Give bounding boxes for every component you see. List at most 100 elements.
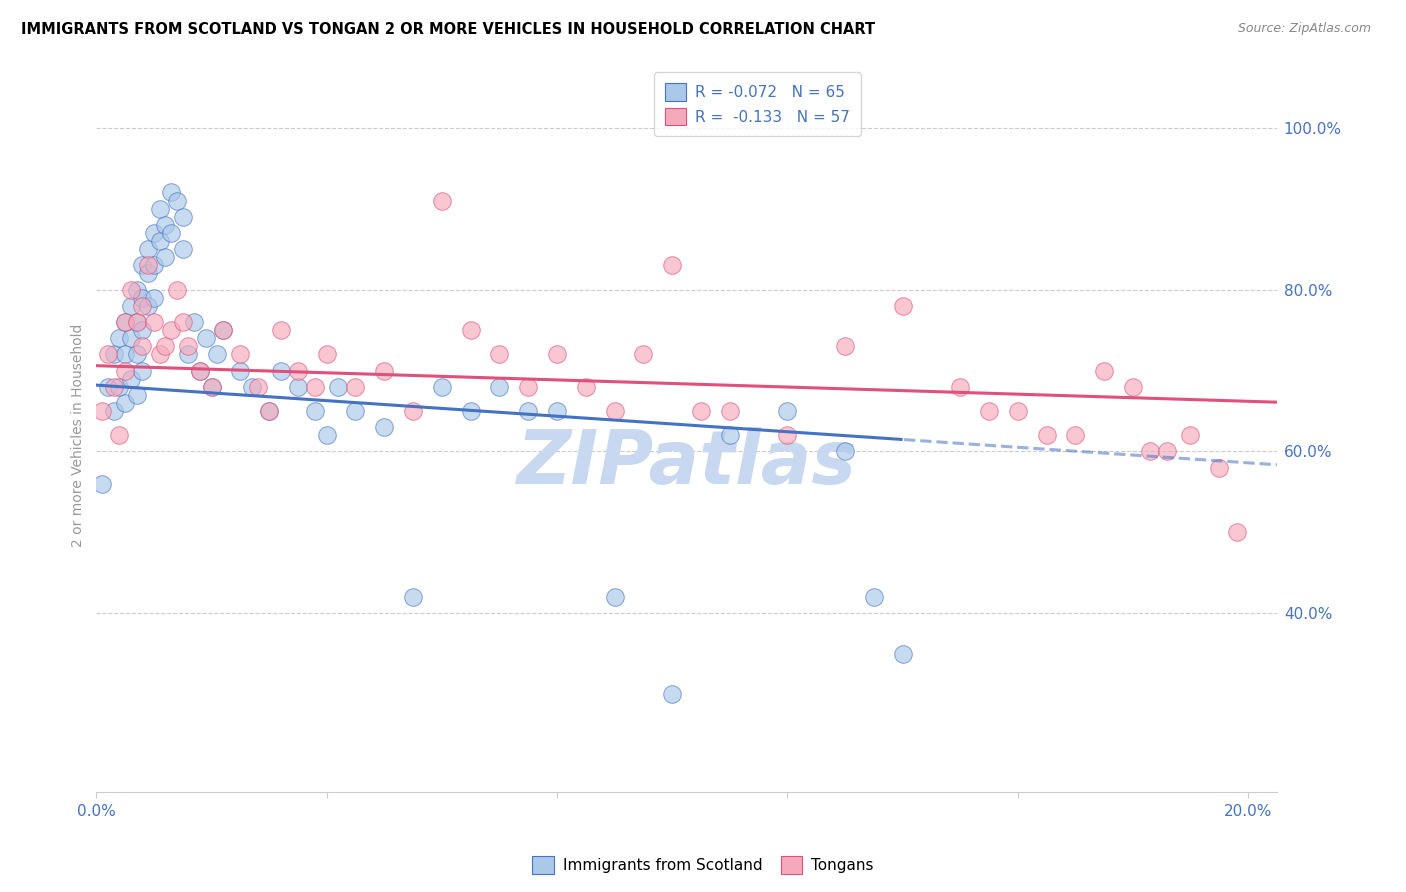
Point — [97, 347, 120, 361]
Point — [125, 347, 148, 361]
Point — [131, 323, 153, 337]
Point — [200, 380, 222, 394]
Point — [188, 363, 211, 377]
Point — [177, 339, 200, 353]
Point — [229, 347, 252, 361]
Point — [183, 315, 205, 329]
Point — [131, 363, 153, 377]
Point — [120, 371, 142, 385]
Point — [430, 194, 453, 208]
Point — [114, 347, 136, 361]
Point — [131, 258, 153, 272]
Point — [155, 339, 177, 353]
Point — [103, 347, 125, 361]
Point — [304, 380, 326, 394]
Point — [97, 380, 120, 394]
Point — [718, 404, 741, 418]
Point — [114, 396, 136, 410]
Point — [1156, 444, 1178, 458]
Point — [212, 323, 235, 337]
Point — [488, 380, 510, 394]
Point — [344, 380, 367, 394]
Point — [1035, 428, 1057, 442]
Point — [166, 194, 188, 208]
Point — [108, 331, 131, 345]
Point — [142, 226, 165, 240]
Point — [166, 283, 188, 297]
Point — [460, 404, 482, 418]
Point — [142, 291, 165, 305]
Point — [1007, 404, 1029, 418]
Point — [131, 339, 153, 353]
Point — [200, 380, 222, 394]
Point — [977, 404, 1000, 418]
Legend: Immigrants from Scotland, Tongans: Immigrants from Scotland, Tongans — [526, 850, 880, 880]
Point — [776, 404, 799, 418]
Point — [270, 363, 292, 377]
Point — [315, 347, 337, 361]
Point — [136, 266, 159, 280]
Point — [91, 476, 114, 491]
Point — [1092, 363, 1115, 377]
Point — [603, 404, 626, 418]
Point — [125, 315, 148, 329]
Point — [155, 218, 177, 232]
Point — [108, 428, 131, 442]
Point — [114, 315, 136, 329]
Point — [160, 186, 183, 200]
Point — [517, 404, 540, 418]
Point — [240, 380, 263, 394]
Point — [834, 444, 856, 458]
Point — [373, 420, 395, 434]
Text: Source: ZipAtlas.com: Source: ZipAtlas.com — [1237, 22, 1371, 36]
Text: ZIPatlas: ZIPatlas — [516, 427, 856, 500]
Point — [172, 315, 194, 329]
Point — [103, 404, 125, 418]
Point — [149, 202, 172, 216]
Point — [776, 428, 799, 442]
Point — [1180, 428, 1202, 442]
Point — [108, 380, 131, 394]
Point — [229, 363, 252, 377]
Point — [517, 380, 540, 394]
Point — [304, 404, 326, 418]
Point — [1208, 460, 1230, 475]
Point — [257, 404, 280, 418]
Point — [125, 283, 148, 297]
Point — [136, 258, 159, 272]
Point — [103, 380, 125, 394]
Point — [142, 258, 165, 272]
Point — [257, 404, 280, 418]
Point — [862, 591, 884, 605]
Point — [207, 347, 229, 361]
Point — [125, 315, 148, 329]
Point — [149, 347, 172, 361]
Point — [603, 591, 626, 605]
Point — [142, 315, 165, 329]
Point — [430, 380, 453, 394]
Point — [136, 242, 159, 256]
Point — [188, 363, 211, 377]
Point — [460, 323, 482, 337]
Point — [131, 299, 153, 313]
Point — [546, 404, 568, 418]
Point — [1122, 380, 1144, 394]
Point — [160, 226, 183, 240]
Point — [315, 428, 337, 442]
Point — [690, 404, 713, 418]
Point — [546, 347, 568, 361]
Point — [373, 363, 395, 377]
Point — [172, 242, 194, 256]
Point — [834, 339, 856, 353]
Point — [1139, 444, 1161, 458]
Point — [120, 331, 142, 345]
Point — [344, 404, 367, 418]
Point — [136, 299, 159, 313]
Point — [633, 347, 655, 361]
Point — [172, 210, 194, 224]
Point — [287, 363, 309, 377]
Point — [328, 380, 350, 394]
Point — [246, 380, 269, 394]
Point — [125, 388, 148, 402]
Point — [114, 363, 136, 377]
